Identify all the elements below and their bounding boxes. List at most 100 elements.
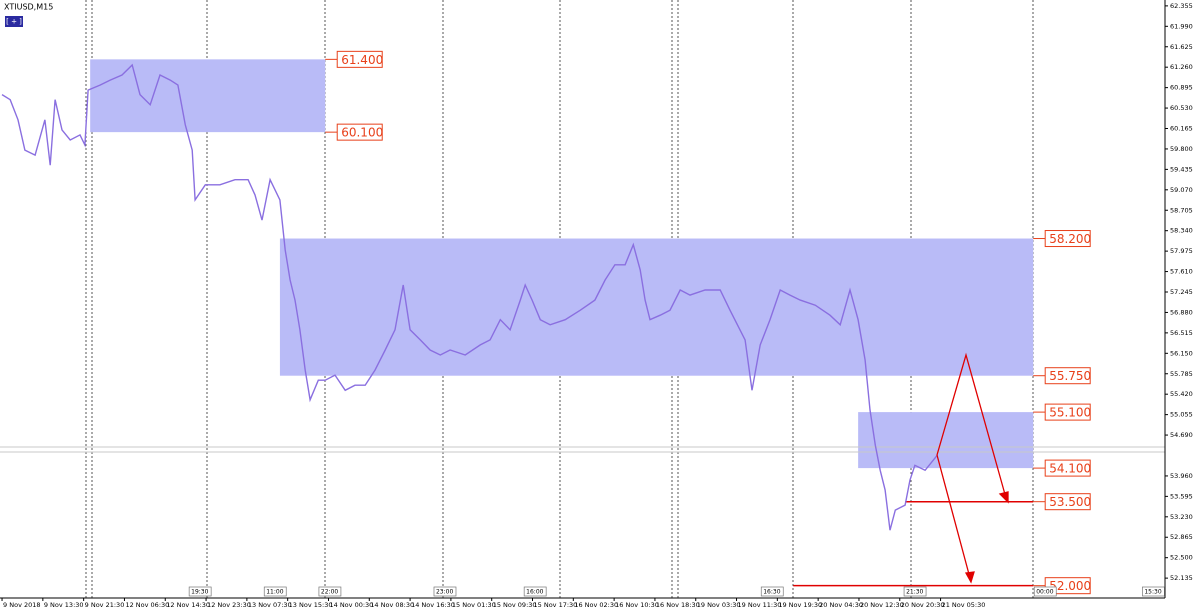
level-label: 58.200 xyxy=(1049,232,1091,246)
x-tick-label: 9 Nov 21:30 xyxy=(85,601,125,609)
y-tick-label: 57.975 xyxy=(1170,247,1193,255)
level-label-box xyxy=(1044,459,1091,477)
x-tick-label: 19 Nov 19:30 xyxy=(778,601,822,609)
level-label-box xyxy=(1044,230,1091,248)
y-tick-label: 53.230 xyxy=(1170,513,1193,521)
y-tick-label: 56.880 xyxy=(1170,308,1193,316)
time-marker-box xyxy=(1033,586,1057,597)
y-tick-label: 52.135 xyxy=(1170,574,1193,582)
level-label: 55.750 xyxy=(1049,369,1091,383)
level-label: 60.100 xyxy=(341,126,383,140)
x-tick-label: 14 Nov 16:30 xyxy=(411,601,455,609)
level-label-box xyxy=(1044,493,1091,511)
x-tick-label: 14 Nov 00:30 xyxy=(329,601,373,609)
y-tick-label: 53.960 xyxy=(1170,472,1193,480)
level-label: 52.000 xyxy=(1049,579,1091,593)
y-tick-label: 59.070 xyxy=(1170,186,1193,194)
x-tick-label: 16 Nov 10:30 xyxy=(615,601,659,609)
x-tick-label: 13 Nov 15:30 xyxy=(289,601,333,609)
price-zone xyxy=(90,59,326,133)
x-tick-label: 14 Nov 08:30 xyxy=(370,601,414,609)
level-label: 54.100 xyxy=(1049,462,1091,476)
time-marker-label: 15:30 xyxy=(1144,589,1161,596)
plot xyxy=(1,63,938,531)
x-tick-label: 12 Nov 23:30 xyxy=(207,601,251,609)
y-tick-label: 57.610 xyxy=(1170,268,1193,276)
y-tick-label: 56.150 xyxy=(1170,349,1193,357)
y-tick-label: 62.355 xyxy=(1170,2,1193,10)
time-marker-box xyxy=(433,586,457,597)
arrow-head xyxy=(998,491,1009,504)
x-tick-label: 21 Nov 05:30 xyxy=(942,601,986,609)
y-tick-label: 52.865 xyxy=(1170,533,1193,541)
x-tick-label: 12 Nov 14:30 xyxy=(166,601,210,609)
x-tick-label: 15 Nov 09:30 xyxy=(493,601,537,609)
y-tick-label: 55.785 xyxy=(1170,370,1193,378)
time-marker-label: 23:00 xyxy=(436,589,453,596)
level-label-box xyxy=(336,123,383,141)
x-tick-label: 9 Nov 2018 xyxy=(3,601,41,609)
y-tick-label: 61.625 xyxy=(1170,43,1193,51)
x-tick-label: 13 Nov 07:30 xyxy=(248,601,292,609)
x-tick-label: 15 Nov 01:30 xyxy=(452,601,496,609)
x-tick-label: 19 Nov 11:30 xyxy=(738,601,782,609)
time-marker-label: 00:00 xyxy=(1036,589,1053,596)
y-tick-label: 55.420 xyxy=(1170,390,1193,398)
y-tick-label: 59.800 xyxy=(1170,145,1193,153)
toggle-label[interactable]: [ + ] xyxy=(6,18,22,26)
y-tick-label: 61.260 xyxy=(1170,63,1193,71)
price-line xyxy=(1,63,938,531)
time-marker-label: 16:00 xyxy=(526,589,543,596)
arrow-head xyxy=(964,571,975,584)
price-zone xyxy=(858,412,1034,469)
y-tick-label: 59.435 xyxy=(1170,165,1193,173)
x-tick-label: 20 Nov 04:30 xyxy=(819,601,863,609)
level-label-box xyxy=(1044,367,1091,385)
time-marker-box xyxy=(188,586,212,597)
time-marker-box xyxy=(523,586,547,597)
y-tick-label: 60.165 xyxy=(1170,125,1193,133)
price-zone xyxy=(279,238,1034,376)
time-marker-label: 19:30 xyxy=(191,589,208,596)
level-label: 61.400 xyxy=(341,53,383,67)
time-marker-label: 11:00 xyxy=(266,589,283,596)
toggle-button[interactable] xyxy=(5,16,23,27)
y-tick-label: 57.245 xyxy=(1170,288,1193,296)
y-tick-label: 60.895 xyxy=(1170,84,1193,92)
x-tick-label: 20 Nov 12:30 xyxy=(860,601,904,609)
x-tick-label: 16 Nov 18:30 xyxy=(656,601,700,609)
x-tick-label: 12 Nov 06:30 xyxy=(125,601,169,609)
level-label-box xyxy=(1044,403,1091,421)
time-marker-box xyxy=(903,586,927,597)
axes: 62.355 61.990 61.625 61.260 60.895 60.530 60.1… xyxy=(1,2,1193,609)
level-label: 55.100 xyxy=(1049,406,1091,420)
time-marker-box xyxy=(1142,586,1165,597)
y-tick-label: 52.500 xyxy=(1170,554,1193,562)
y-tick-label: 58.340 xyxy=(1170,227,1193,235)
x-tick-label: 20 Nov 20:30 xyxy=(901,601,945,609)
y-tick-label: 58.705 xyxy=(1170,206,1193,214)
x-tick-label: 16 Nov 02:30 xyxy=(574,601,618,609)
y-tick-label: 55.055 xyxy=(1170,411,1193,419)
time-marker-box xyxy=(760,586,784,597)
y-tick-label: 61.990 xyxy=(1170,22,1193,30)
time-marker-label: 21:30 xyxy=(906,589,923,596)
arrow-path xyxy=(936,352,1007,499)
time-marker-label: 22:00 xyxy=(321,589,338,596)
time-marker-box xyxy=(263,586,287,597)
y-tick-label: 53.595 xyxy=(1170,492,1193,500)
y-tick-label: 56.515 xyxy=(1170,329,1193,337)
time-marker-label: 16:30 xyxy=(763,589,780,596)
projection-arrows xyxy=(936,352,1009,584)
zones: 61.400 60.100 58.200 55.750 55.100 54.100 53.5… xyxy=(90,50,1091,595)
level-label-box xyxy=(336,50,383,68)
chart-title: XTIUSD,M15 xyxy=(4,3,53,12)
level-label: 53.500 xyxy=(1049,495,1091,509)
time-marker-box xyxy=(318,586,342,597)
x-tick-label: 19 Nov 03:30 xyxy=(697,601,741,609)
x-tick-label: 15 Nov 17:30 xyxy=(534,601,578,609)
y-tick-label: 54.690 xyxy=(1170,431,1193,439)
y-tick-label: 60.530 xyxy=(1170,104,1193,112)
